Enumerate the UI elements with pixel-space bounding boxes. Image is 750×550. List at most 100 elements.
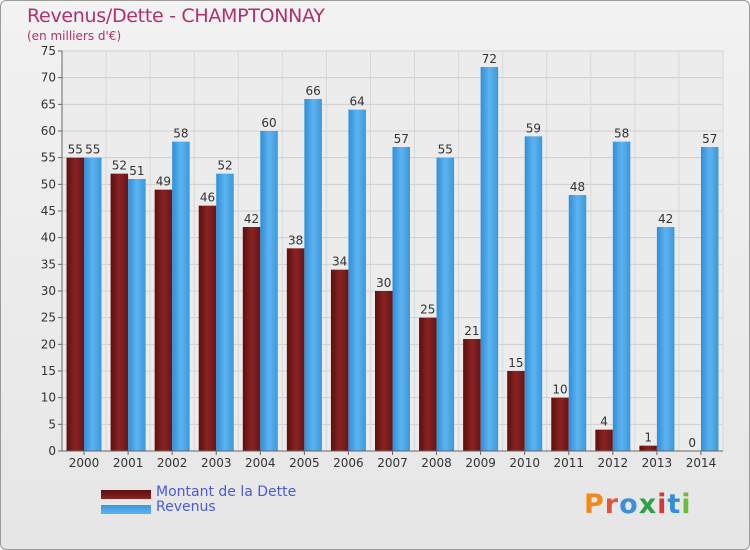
bar-revenus [304,99,322,451]
bar-dette [242,227,261,451]
y-tick-label: 30 [41,284,56,298]
data-label-dette: 38 [288,233,303,247]
chart-title: Revenus/Dette - CHAMPTONNAY [27,5,325,27]
bar-dette [330,269,349,451]
bar-revenus [84,157,102,451]
bar-dette [551,397,569,451]
data-label-revenus: 42 [658,212,673,226]
x-tick-label: 2005 [289,456,320,470]
bar-dette [286,248,305,451]
logo-letter: i [681,489,692,520]
data-label-dette: 10 [552,383,567,397]
y-tick-label: 45 [41,204,56,218]
y-tick-label: 65 [41,97,56,111]
x-tick-label: 2013 [642,456,673,470]
logo-letter: i [657,489,668,520]
logo-letter: t [667,489,682,520]
y-tick-label: 40 [41,231,56,245]
data-label-dette: 30 [376,276,391,290]
data-label-revenus: 66 [305,84,320,98]
y-tick-label: 15 [41,364,56,378]
x-tick-label: 2009 [465,456,496,470]
data-label-dette: 0 [688,436,696,450]
data-label-revenus: 48 [570,180,585,194]
data-label-revenus: 57 [702,132,717,146]
y-tick-label: 0 [48,444,56,458]
x-tick-label: 2000 [69,456,100,470]
data-label-revenus: 51 [129,164,144,178]
data-label-revenus: 57 [394,132,409,146]
y-tick-label: 60 [41,124,56,138]
proxiti-logo: Proxiti [584,489,692,520]
bar-revenus [128,179,146,451]
data-label-dette: 46 [200,191,215,205]
logo-letter: P [584,489,605,520]
x-tick-label: 2006 [333,456,364,470]
y-tick-label: 25 [41,311,56,325]
x-tick-label: 2008 [421,456,452,470]
data-label-dette: 1 [644,431,652,445]
y-tick-label: 70 [41,71,56,85]
data-label-revenus: 55 [85,143,100,157]
logo-letter: x [638,489,658,520]
y-tick-label: 75 [41,44,56,58]
logo-letter: r [604,489,620,520]
legend-swatch-dette [101,490,151,499]
x-tick-label: 2001 [113,456,144,470]
bar-revenus [436,157,455,451]
y-tick-label: 10 [41,391,56,405]
legend-swatch-revenus [101,505,151,514]
x-tick-label: 2002 [157,456,188,470]
data-label-dette: 52 [112,159,127,173]
bar-dette [110,173,129,451]
data-label-revenus: 58 [614,127,629,141]
bar-dette [639,445,657,451]
y-tick-label: 55 [41,151,56,165]
bar-dette [198,205,217,451]
data-label-dette: 42 [244,212,259,226]
bar-revenus [612,141,631,451]
y-tick-label: 5 [48,417,56,431]
data-label-dette: 21 [464,324,479,338]
bar-revenus [568,195,587,451]
bar-revenus [656,227,675,451]
legend-label-revenus: Revenus [156,499,216,515]
data-label-revenus: 52 [217,159,232,173]
data-label-dette: 55 [68,143,83,157]
x-tick-label: 2010 [509,456,540,470]
y-tick-label: 50 [41,177,56,191]
chart-subtitle: (en milliers d'€) [27,29,122,43]
data-label-dette: 34 [332,255,347,269]
bar-dette [507,371,525,451]
data-label-dette: 4 [600,415,608,429]
bar-revenus [260,131,278,451]
y-tick-label: 35 [41,257,56,271]
bar-revenus [480,67,499,451]
bar-dette [463,339,481,451]
bar-dette [375,291,393,451]
bar-dette [419,317,437,451]
x-tick-label: 2014 [686,456,717,470]
bar-dette [154,189,173,451]
data-label-revenus: 55 [438,143,453,157]
data-label-revenus: 72 [482,52,497,66]
data-label-revenus: 58 [173,127,188,141]
x-tick-label: 2011 [553,456,584,470]
data-label-revenus: 59 [526,121,541,135]
bar-dette [66,157,85,451]
x-tick-label: 2003 [201,456,232,470]
bar-revenus [216,173,234,451]
bar-dette [595,429,613,451]
legend-label-dette: Montant de la Dette [156,484,297,500]
bar-revenus [348,109,366,452]
data-label-dette: 15 [508,356,523,370]
data-label-revenus: 60 [261,116,276,130]
x-tick-label: 2007 [377,456,408,470]
data-label-dette: 49 [156,175,171,189]
logo-letter: o [619,489,639,520]
bar-revenus [524,136,543,452]
y-tick-label: 20 [41,337,56,351]
data-label-dette: 25 [420,303,435,317]
